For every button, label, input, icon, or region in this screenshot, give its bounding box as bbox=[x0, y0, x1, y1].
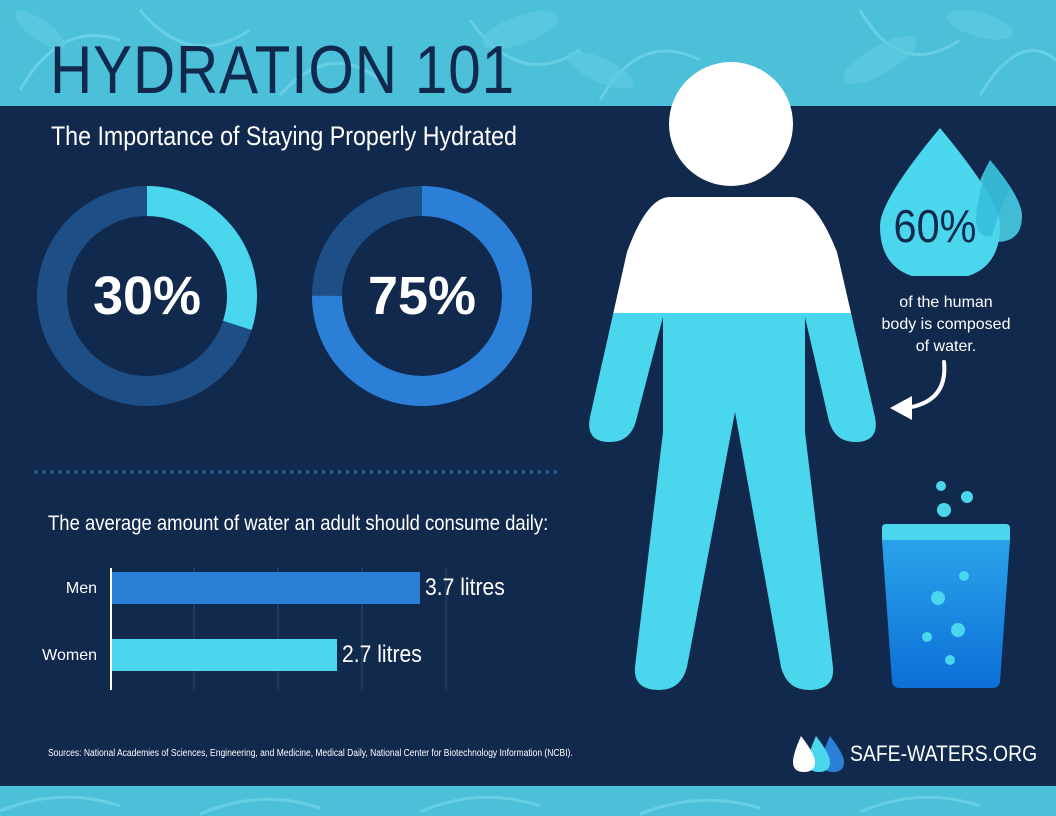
leaf-pattern-bottom bbox=[0, 795, 981, 816]
stat-value: 30% bbox=[92, 266, 202, 326]
bottom-decorative-band bbox=[0, 786, 1056, 816]
bar-label-women: Women bbox=[42, 647, 97, 664]
bar-women bbox=[112, 639, 337, 671]
water-consumption-chart: Men 3.7 litres Women 2.7 litres bbox=[0, 540, 600, 690]
page-subtitle: The Importance of Staying Properly Hydra… bbox=[51, 121, 517, 151]
donut-ring bbox=[312, 186, 532, 406]
body-water-caption: of the human body is composed of water. bbox=[856, 292, 1036, 358]
stat-donut-75: 75% bbox=[312, 186, 532, 406]
bar-men bbox=[112, 572, 420, 604]
caption-line: of the human bbox=[899, 294, 993, 311]
bar-label-men: Men bbox=[65, 580, 97, 597]
stat-donut-30: 30% bbox=[37, 186, 257, 406]
bar-value-women: 2.7 litres bbox=[341, 641, 422, 668]
curved-arrow-icon bbox=[890, 360, 947, 420]
donut-ring bbox=[37, 186, 257, 406]
page-title: HYDRATION 101 bbox=[50, 32, 516, 108]
caption-line: of water. bbox=[915, 338, 977, 355]
leaf-pattern bbox=[14, 9, 1056, 101]
human-figure-icon bbox=[589, 62, 876, 690]
caption-line: body is composed bbox=[881, 316, 1011, 333]
dotted-divider bbox=[34, 470, 558, 474]
brand-drops-icon bbox=[793, 736, 844, 772]
water-glass-icon bbox=[882, 481, 1010, 688]
top-decorative-band bbox=[0, 0, 1056, 106]
stat-value: 75% bbox=[367, 266, 477, 326]
bar-value-men: 3.7 litres bbox=[425, 574, 505, 601]
consumption-question: The average amount of water an adult sho… bbox=[48, 512, 549, 535]
body-water-percent: 60% bbox=[893, 200, 977, 252]
brand-name: SAFE-WATERS.ORG bbox=[850, 741, 1038, 766]
water-drops-icon bbox=[880, 128, 1022, 276]
sources-note: Sources: National Academies of Sciences,… bbox=[48, 748, 573, 759]
